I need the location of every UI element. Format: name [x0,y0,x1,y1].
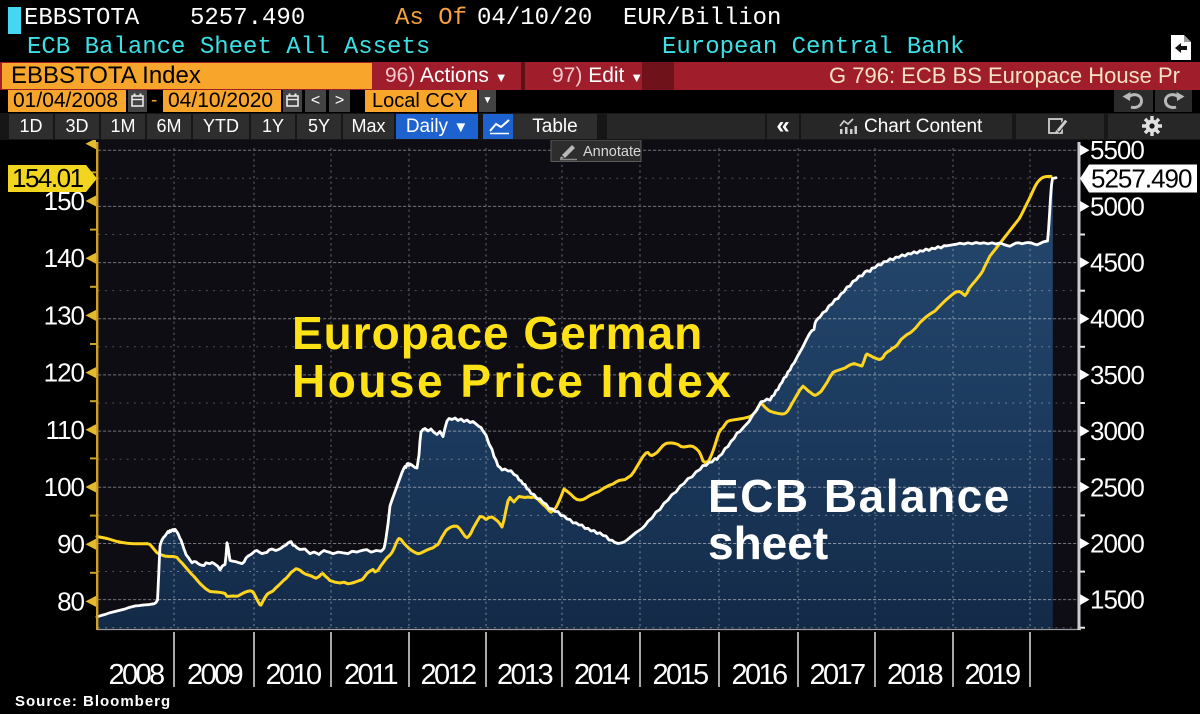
svg-text:140: 140 [44,243,85,273]
svg-text:2012: 2012 [420,659,476,691]
svg-text:sheet: sheet [708,517,828,569]
svg-text:2016: 2016 [731,659,787,691]
svg-text:2018: 2018 [887,659,943,691]
svg-text:5000: 5000 [1090,191,1144,221]
svg-text:154.01: 154.01 [12,163,84,193]
svg-text:2011: 2011 [344,659,397,691]
svg-text:House Price Index: House Price Index [292,355,733,407]
svg-text:110: 110 [46,415,85,445]
svg-text:90: 90 [57,529,84,559]
svg-text:2000: 2000 [1090,529,1144,559]
svg-text:3500: 3500 [1090,360,1144,390]
svg-text:2010: 2010 [265,659,321,691]
svg-text:100: 100 [44,472,85,502]
svg-text:2014: 2014 [574,659,631,691]
svg-text:5500: 5500 [1090,140,1144,165]
svg-text:5257.490: 5257.490 [1091,164,1192,194]
svg-text:2009: 2009 [187,659,243,691]
svg-text:2017: 2017 [809,659,865,691]
svg-text:2500: 2500 [1090,472,1144,502]
svg-text:4500: 4500 [1090,248,1144,278]
svg-text:2013: 2013 [497,659,553,691]
svg-text:120: 120 [44,358,85,388]
svg-text:80: 80 [57,586,84,616]
svg-text:2008: 2008 [108,659,164,691]
svg-text:2015: 2015 [652,659,708,691]
svg-text:130: 130 [44,300,85,330]
svg-text:Annotate: Annotate [583,144,641,160]
svg-text:Europace German: Europace German [292,307,703,359]
svg-text:ECB Balance: ECB Balance [708,470,1011,522]
svg-text:2019: 2019 [964,659,1020,691]
svg-text:3000: 3000 [1090,416,1144,446]
svg-text:1500: 1500 [1090,585,1144,615]
svg-text:4000: 4000 [1090,304,1144,334]
